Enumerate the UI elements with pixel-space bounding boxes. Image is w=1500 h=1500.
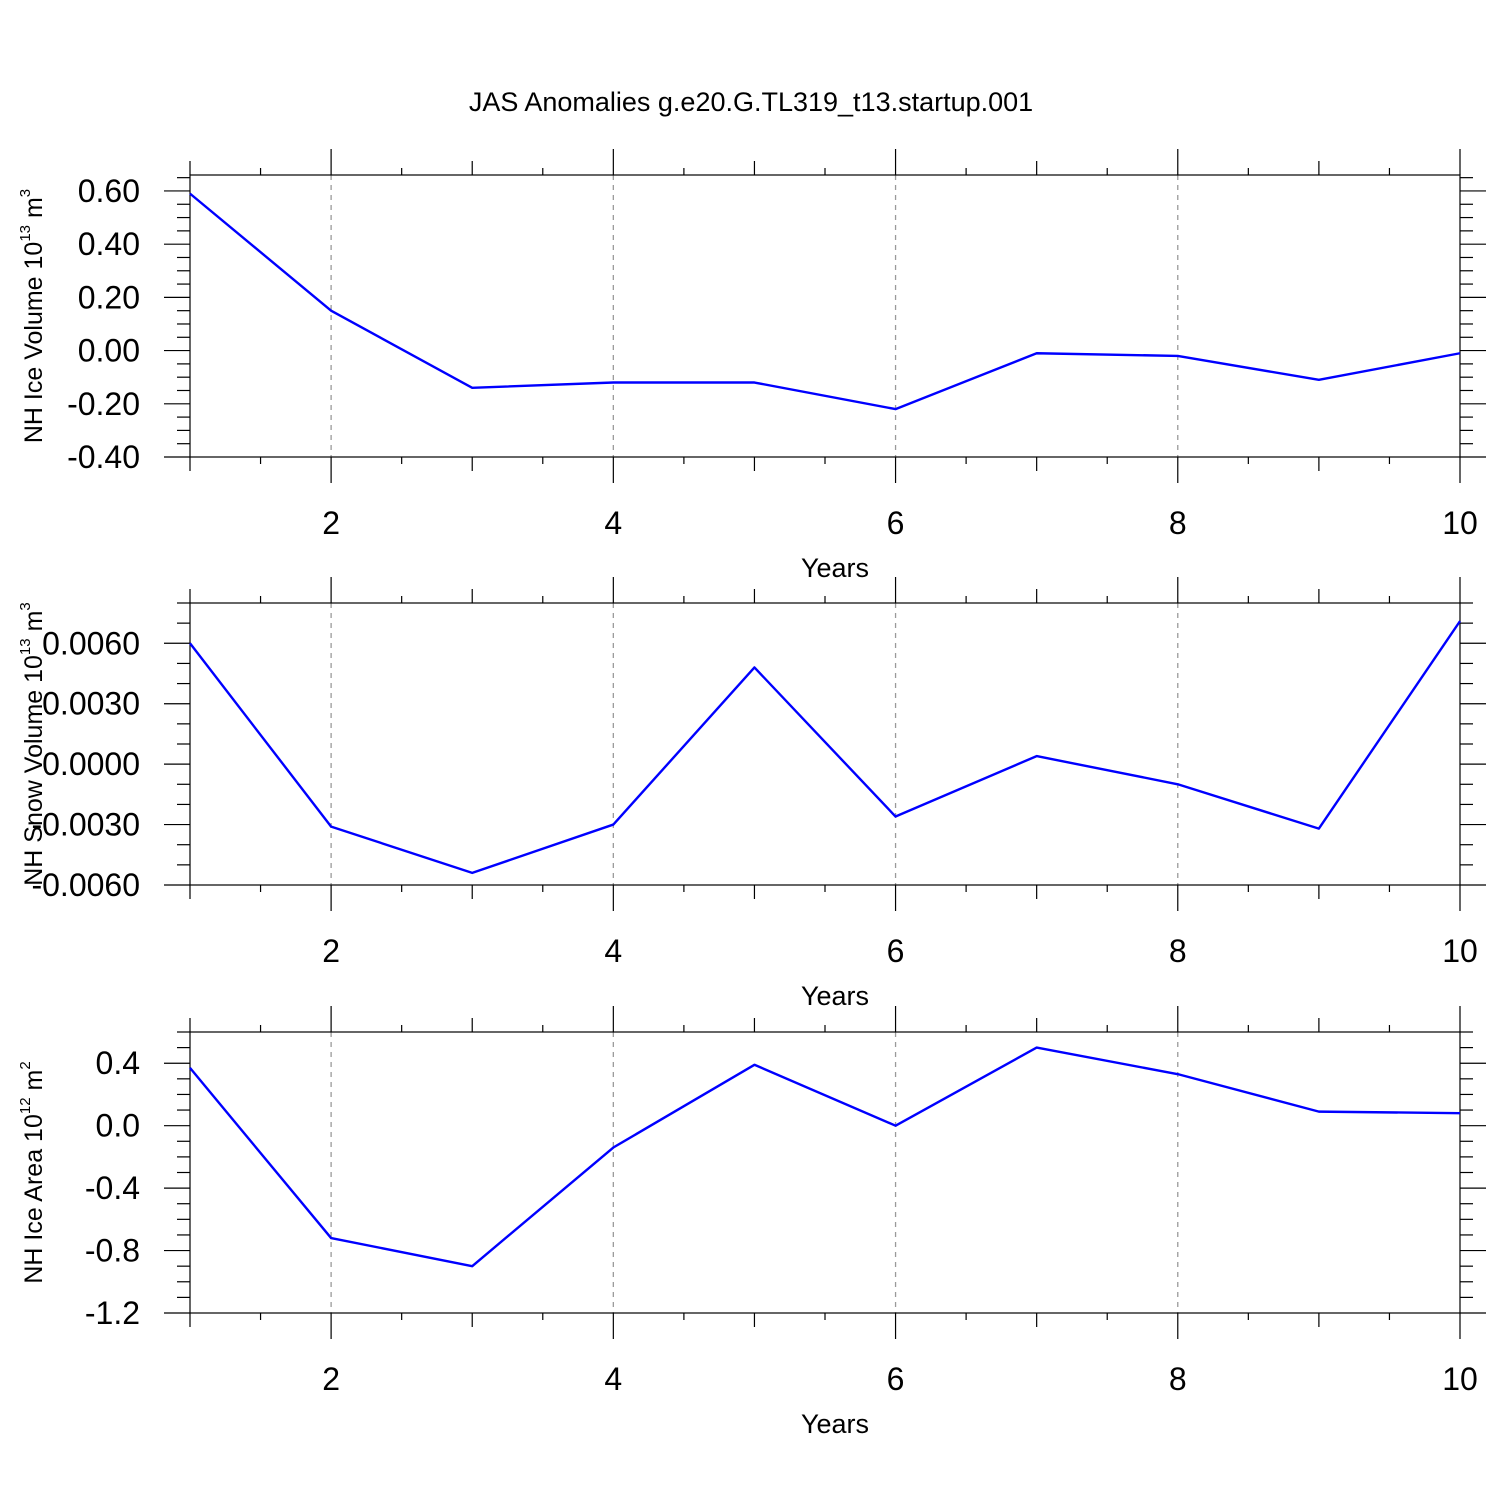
y-axis-label: NH Snow Volume 1013 m3 (17, 602, 48, 886)
nh-snow-volume-panel: 2 4 6 8 10 Years 0.0060 0.0030 0.0000 -0.0030 -0.0… (17, 577, 1486, 1011)
x-tick-label: 10 (1442, 505, 1478, 541)
y-axis-label: NH Ice Volume 1013 m3 (17, 189, 48, 443)
y-tick-label: -0.0060 (31, 867, 140, 903)
y-tick-label: 0.60 (78, 173, 140, 209)
y-tick-label: 0.0030 (42, 686, 140, 722)
x-tick-label: 4 (604, 1361, 622, 1397)
x-tick-label: 6 (887, 933, 905, 969)
x-tick-label: 10 (1442, 1361, 1478, 1397)
y-tick-label: 0.20 (78, 279, 140, 315)
x-axis-label: Years (801, 553, 869, 583)
x-axis-label: Years (801, 981, 869, 1011)
y-tick-label: -0.20 (67, 386, 140, 422)
nh-ice-area-panel: 2 4 6 8 10 Years 0.4 0.0 -0.4 -0.8 -1.2 NH Ice Area… (17, 1006, 1486, 1439)
x-tick-label: 6 (887, 505, 905, 541)
x-tick-label: 8 (1169, 505, 1187, 541)
y-tick-label: -0.4 (85, 1170, 140, 1206)
nh-snow-volume-series-line (189, 620, 1461, 875)
x-tick-label: 8 (1169, 933, 1187, 969)
nh-ice-volume-panel: 2 4 6 8 10 Years 0.60 0.40 0.20 0.00 -0.20 -0.40 NH … (17, 149, 1486, 583)
x-tick-label: 4 (604, 933, 622, 969)
y-tick-label: 0.4 (96, 1045, 140, 1081)
y-tick-label: 0.0000 (42, 746, 140, 782)
y-tick-label: 0.40 (78, 226, 140, 262)
y-tick-label: -0.0030 (31, 807, 140, 843)
x-tick-label: 4 (604, 505, 622, 541)
y-tick-label: 0.0 (96, 1108, 140, 1144)
x-tick-label: 2 (322, 933, 340, 969)
x-tick-label: 8 (1169, 1361, 1187, 1397)
plot-frame (189, 1031, 1461, 1314)
x-tick-label: 2 (322, 505, 340, 541)
y-tick-label: 0.0060 (42, 625, 140, 661)
y-tick-label: -0.40 (67, 439, 140, 475)
y-tick-label: -0.8 (85, 1233, 140, 1269)
y-tick-label: 0.00 (78, 333, 140, 369)
figure-title: JAS Anomalies g.e20.G.TL319_t13.startup.… (469, 87, 1033, 117)
nh-ice-volume-series-line (189, 192, 1461, 411)
x-axis-label: Years (801, 1409, 869, 1439)
x-tick-label: 2 (322, 1361, 340, 1397)
x-tick-label: 10 (1442, 933, 1478, 969)
y-tick-label: -1.2 (85, 1295, 140, 1331)
x-tick-label: 6 (887, 1361, 905, 1397)
nh-ice-area-series-line (189, 1046, 1461, 1268)
plot-frame (189, 174, 1461, 458)
y-axis-label: NH Ice Area 1012 m2 (17, 1061, 48, 1283)
